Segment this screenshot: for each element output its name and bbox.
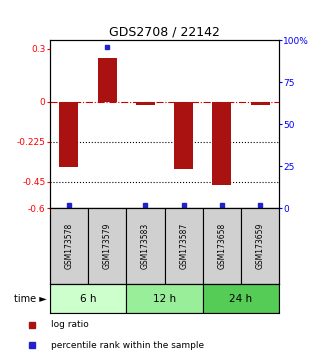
Bar bbox=[164, 208, 203, 284]
Bar bbox=[59, 102, 78, 167]
Text: log ratio: log ratio bbox=[51, 320, 89, 329]
Bar bbox=[50, 284, 126, 313]
Text: GSM173578: GSM173578 bbox=[65, 223, 74, 269]
Text: GSM173587: GSM173587 bbox=[179, 223, 188, 269]
Text: 24 h: 24 h bbox=[230, 294, 253, 304]
Bar bbox=[88, 208, 126, 284]
Bar bbox=[50, 208, 88, 284]
Text: percentile rank within the sample: percentile rank within the sample bbox=[51, 341, 204, 349]
Text: GSM173579: GSM173579 bbox=[103, 223, 112, 269]
Bar bbox=[251, 102, 270, 105]
Text: GSM173658: GSM173658 bbox=[217, 223, 226, 269]
Bar bbox=[241, 208, 279, 284]
Bar bbox=[126, 284, 203, 313]
Bar bbox=[212, 102, 231, 185]
Text: GSM173659: GSM173659 bbox=[256, 223, 265, 269]
Text: time ►: time ► bbox=[14, 294, 47, 304]
Bar bbox=[98, 58, 117, 102]
Bar bbox=[203, 284, 279, 313]
Bar bbox=[203, 208, 241, 284]
Text: 6 h: 6 h bbox=[80, 294, 96, 304]
Bar bbox=[136, 102, 155, 105]
Bar bbox=[174, 102, 193, 169]
Text: GSM173583: GSM173583 bbox=[141, 223, 150, 269]
Bar bbox=[126, 208, 164, 284]
Title: GDS2708 / 22142: GDS2708 / 22142 bbox=[109, 26, 220, 39]
Text: 12 h: 12 h bbox=[153, 294, 176, 304]
